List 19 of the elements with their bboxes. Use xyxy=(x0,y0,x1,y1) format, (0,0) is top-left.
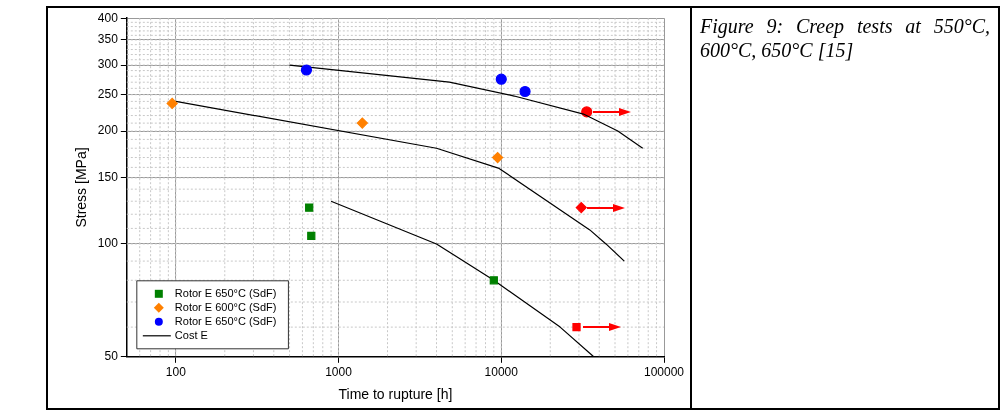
y-tick-label: 100 xyxy=(97,236,119,251)
legend-label: Cost E xyxy=(174,328,208,341)
legend-label: Rotor E 650°C (SdF) xyxy=(174,286,277,299)
x-tick-label: 1000 xyxy=(325,365,353,380)
legend-label: Rotor E 650°C (SdF) xyxy=(174,314,277,327)
x-tick-label: 10000 xyxy=(484,365,519,380)
x-tick-label: 100 xyxy=(165,365,187,380)
caption: Figure 9: Creep tests at 550°C, 600°C, 650°C [15] xyxy=(700,14,990,62)
y-tick-label: 50 xyxy=(104,349,119,364)
y-tick-label: 400 xyxy=(97,10,119,25)
x-tick-label: 100000 xyxy=(643,365,685,380)
y-tick-label: 200 xyxy=(97,123,119,138)
y-axis-title: Stress [MPa] xyxy=(73,147,90,228)
y-tick-label: 150 xyxy=(97,170,119,185)
y-tick-label: 250 xyxy=(97,87,119,102)
x-axis-title: Time to rupture [h] xyxy=(338,386,453,403)
y-tick-label: 350 xyxy=(97,32,119,47)
legend-label: Rotor E 600°C (SdF) xyxy=(174,300,277,313)
y-tick-label: 300 xyxy=(97,57,119,72)
